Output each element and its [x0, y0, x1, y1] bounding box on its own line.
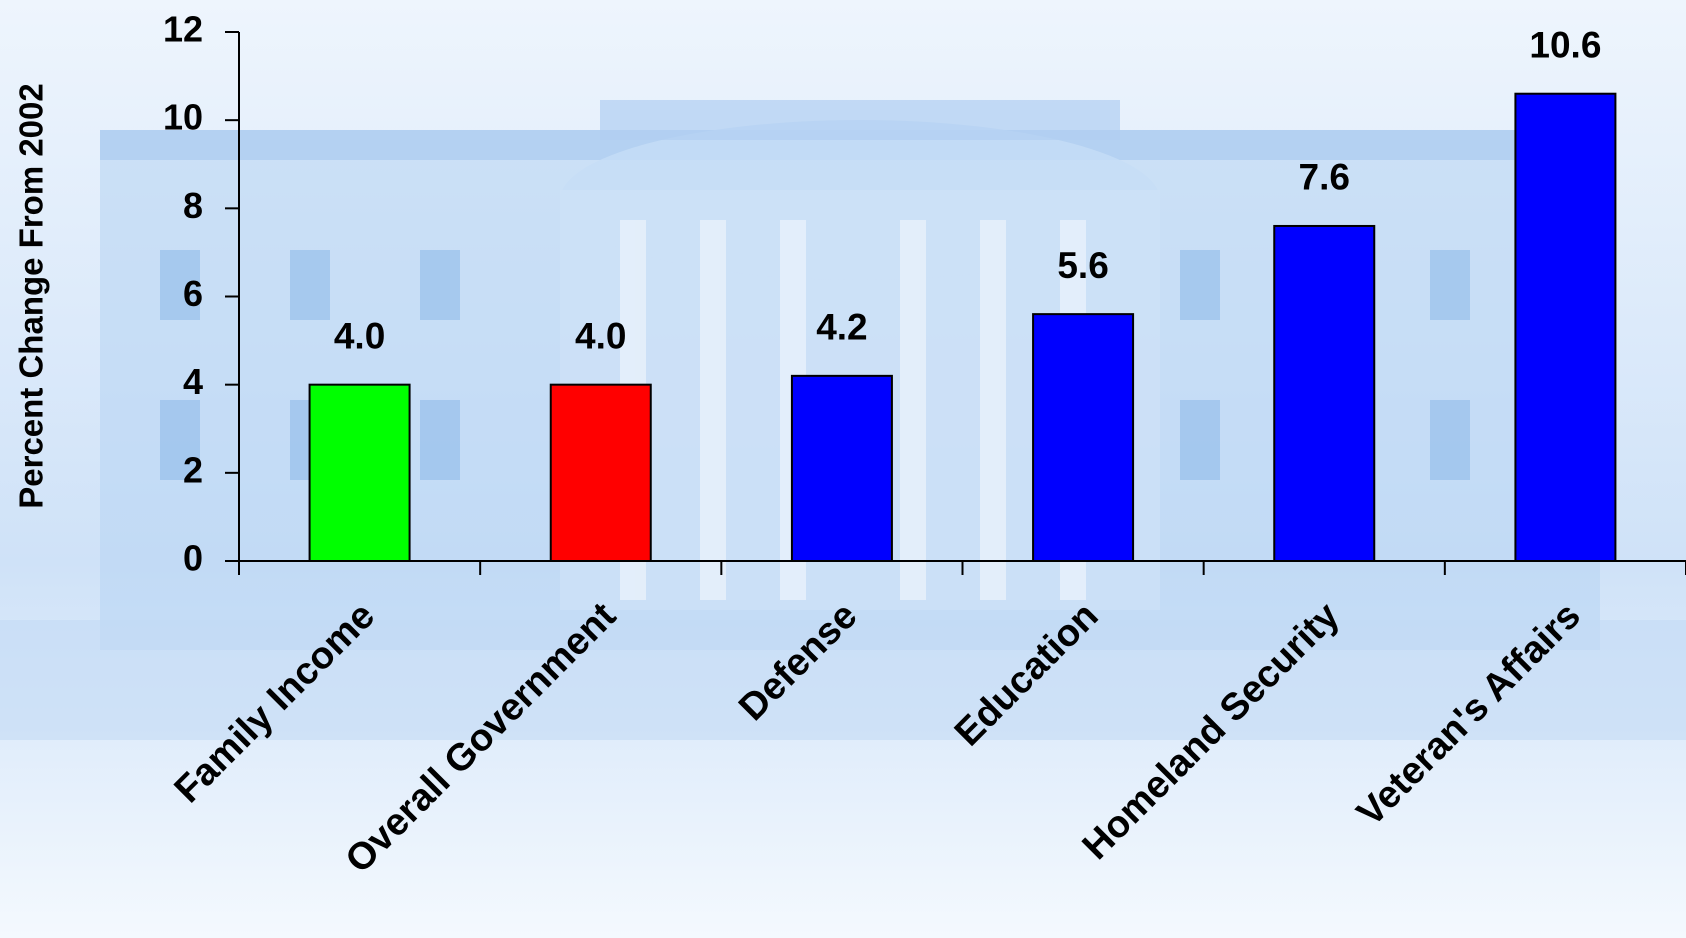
bar — [790, 374, 893, 562]
data-label: 7.6 — [1299, 157, 1350, 198]
data-label: 4.0 — [334, 315, 385, 356]
y-tick-label: 4 — [183, 361, 203, 402]
data-label: 4.2 — [816, 307, 867, 348]
bar — [549, 383, 652, 562]
data-label: 10.6 — [1529, 24, 1601, 65]
y-tick-label: 10 — [163, 97, 203, 138]
y-tick-label: 6 — [183, 273, 203, 314]
y-tick-label: 2 — [183, 449, 203, 490]
data-label: 5.6 — [1057, 245, 1108, 286]
bar — [1032, 313, 1135, 562]
y-tick-label: 8 — [183, 185, 203, 226]
y-tick-label: 0 — [183, 538, 203, 579]
data-label: 4.0 — [575, 315, 626, 356]
y-axis-label: Percent Change From 2002 — [13, 83, 50, 509]
y-tick-label: 12 — [163, 9, 203, 50]
bar — [1514, 92, 1617, 562]
bar — [308, 383, 411, 562]
bar — [1273, 224, 1376, 562]
